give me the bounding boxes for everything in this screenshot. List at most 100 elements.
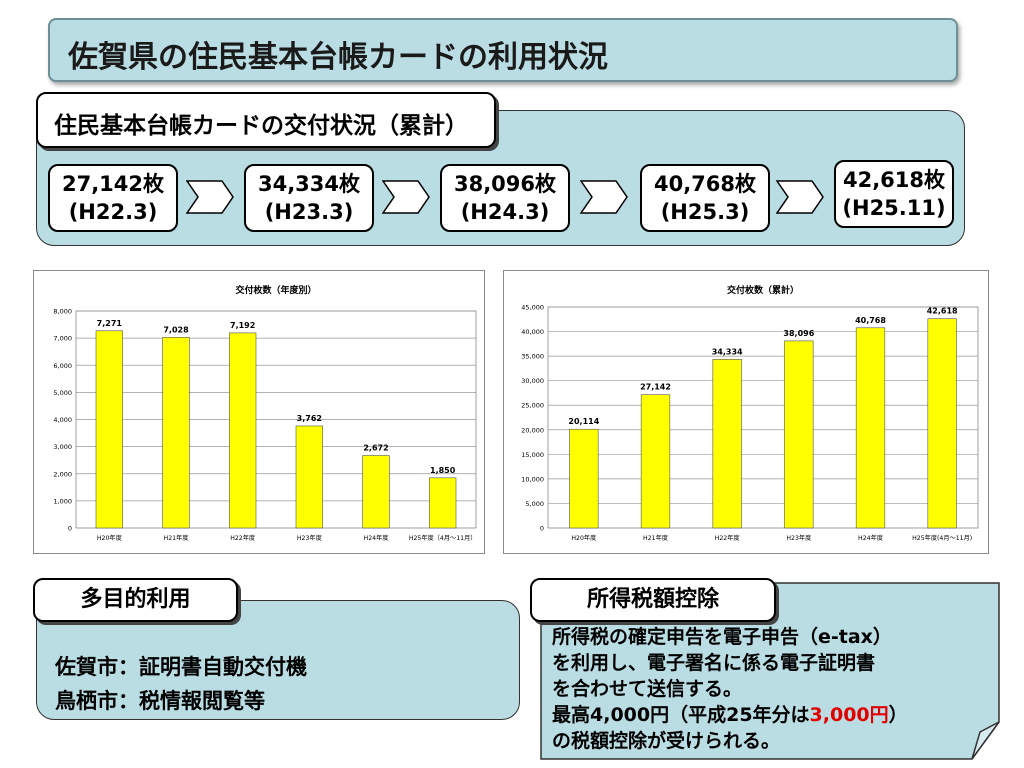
tax-note-panel [540, 582, 1000, 760]
tax-note-body: 所得税の確定申告を電子申告（e-tax） を利用し、電子署名に係る電子証明書 を… [552, 624, 908, 754]
tax-note-line: を合わせて送信する。 [552, 678, 743, 700]
tax-heading-box: 所得税額控除 [530, 578, 776, 622]
y-tick-label: 40,000 [521, 328, 544, 336]
data-label: 3,762 [297, 414, 322, 423]
x-tick-label: H21年度 [643, 534, 668, 542]
y-tick-label: 10,000 [521, 475, 544, 483]
y-tick-label: 20,000 [521, 426, 544, 434]
x-tick-label: H23年度 [786, 534, 811, 542]
bar [640, 394, 671, 529]
data-label: 20,114 [568, 417, 599, 426]
y-tick-label: 5,000 [525, 500, 544, 508]
bar [855, 327, 886, 529]
flow-item-count: 40,768枚 [653, 172, 757, 196]
y-tick-label: 3,000 [53, 443, 72, 451]
y-tick-label: 15,000 [521, 451, 544, 459]
x-tick-label: H24年度 [364, 534, 389, 542]
y-tick-label: 30,000 [521, 377, 544, 385]
annual-issuance-chart: 交付枚数（年度別） 0 1,000 2,000 3,000 4,000 5,000 6,000… [53, 284, 477, 542]
data-label: 34,334 [712, 347, 743, 356]
flow-item: 27,142枚 (H22.3) [48, 164, 178, 232]
x-tick-label: H22年度 [230, 534, 255, 542]
data-label: 40,768 [855, 316, 886, 325]
multi-use-panel: 佐賀市：証明書自動交付機 鳥栖市：税情報閲覧等 [36, 600, 520, 720]
tax-note-line: の税額控除が受けられる。 [552, 730, 781, 752]
chevron-right-icon [382, 180, 430, 214]
cumulative-issuance-chart: 交付枚数（累計） 0 5,000 10,000 15,000 20,000 25,000 30… [521, 284, 979, 542]
bar [784, 340, 814, 529]
cumulative-chart-frame: 交付枚数（累計） 0 5,000 10,000 15,000 20,000 25,000 30… [503, 270, 989, 554]
y-tick-label: 4,000 [53, 416, 72, 424]
flow-item-date: (H24.3) [460, 200, 550, 224]
flow-item-date: (H22.3) [68, 200, 158, 224]
x-tick-label: H25年度(4月～11月) [912, 534, 972, 542]
y-tick-label: 8,000 [53, 308, 72, 316]
annual-chart-frame: 交付枚数（年度別） 0 1,000 2,000 3,000 4,000 5,000 6,000… [33, 270, 485, 554]
y-tick-label: 7,000 [53, 335, 72, 343]
tax-heading: 所得税額控除 [586, 587, 719, 612]
x-tick-label: H20年度 [97, 534, 122, 542]
data-label: 7,028 [163, 325, 189, 334]
data-label: 42,618 [927, 307, 958, 316]
y-tick-label: 6,000 [53, 362, 72, 370]
flow-item-count: 38,096枚 [453, 172, 557, 196]
multi-use-heading-box: 多目的利用 [33, 578, 238, 622]
bar [162, 337, 190, 529]
plot-area [547, 306, 979, 529]
tax-note-text: 最高4,000円（平成25年分は [552, 704, 810, 726]
flow-item-count: 27,142枚 [61, 172, 165, 196]
data-label: 38,096 [783, 329, 814, 338]
chart-title: 交付枚数（累計） [727, 284, 799, 296]
data-label: 1,850 [430, 466, 456, 475]
chart-title: 交付枚数（年度別） [235, 284, 316, 296]
data-label: 7,271 [97, 319, 123, 328]
page-title: 佐賀県の住民基本台帳カードの利用状況 [68, 40, 608, 75]
chevron-right-icon [186, 180, 234, 214]
issuance-flow-heading-box: 住民基本台帳カードの交付状況（累計） [36, 92, 496, 148]
bar [362, 455, 390, 529]
x-tick-label: H24年度 [858, 534, 883, 542]
flow-item: 42,618枚 (H25.11) [834, 160, 954, 228]
y-tick-label: 45,000 [521, 304, 544, 312]
title-bar: 佐賀県の住民基本台帳カードの利用状況 [48, 18, 958, 82]
flow-item-count: 34,334枚 [257, 172, 361, 196]
multi-use-line: 佐賀市：証明書自動交付機 [55, 655, 307, 679]
x-tick-label: H20年度 [571, 534, 596, 542]
x-tick-label: H22年度 [715, 534, 740, 542]
bar [429, 477, 457, 529]
bar [295, 425, 323, 529]
y-tick-label: 35,000 [521, 353, 544, 361]
y-tick-label: 25,000 [521, 402, 544, 410]
y-tick-label: 1,000 [53, 497, 72, 505]
flow-item-date: (H23.3) [264, 200, 354, 224]
flow-item: 38,096枚 (H24.3) [440, 164, 570, 232]
bar [229, 332, 257, 529]
tax-note-line: 所得税の確定申告を電子申告（e-tax） [552, 626, 892, 648]
flow-item: 40,768枚 (H25.3) [640, 164, 770, 232]
bar [927, 318, 957, 529]
multi-use-heading: 多目的利用 [80, 587, 191, 612]
flow-item-date: (H25.11) [842, 196, 946, 220]
tax-highlight-amount: 3,000円 [809, 704, 889, 726]
x-tick-label: H25年度（4月～11月） [409, 534, 477, 542]
issuance-flow-heading: 住民基本台帳カードの交付状況（累計） [54, 113, 468, 139]
flow-item-count: 42,618枚 [842, 168, 946, 192]
bar [95, 330, 123, 529]
data-label: 2,672 [363, 444, 388, 453]
y-tick-label: 5,000 [53, 389, 72, 397]
data-label: 27,142 [640, 383, 671, 392]
bar [569, 428, 599, 529]
tax-note-line: 最高4,000円（平成25年分は3,000円） [552, 702, 908, 728]
tax-note-text: ） [888, 704, 908, 726]
y-tick-label: 0 [540, 525, 544, 533]
flow-item: 34,334枚 (H23.3) [244, 164, 374, 232]
data-label: 7,192 [230, 321, 255, 330]
chevron-right-icon [580, 180, 628, 214]
x-tick-label: H21年度 [164, 534, 189, 542]
flow-item-date: (H25.3) [660, 200, 750, 224]
multi-use-line: 鳥栖市：税情報閲覧等 [55, 689, 265, 713]
y-tick-label: 0 [68, 525, 72, 533]
tax-note-line: を利用し、電子署名に係る電子証明書 [552, 652, 876, 674]
bar [712, 359, 742, 529]
y-tick-label: 2,000 [53, 470, 72, 478]
